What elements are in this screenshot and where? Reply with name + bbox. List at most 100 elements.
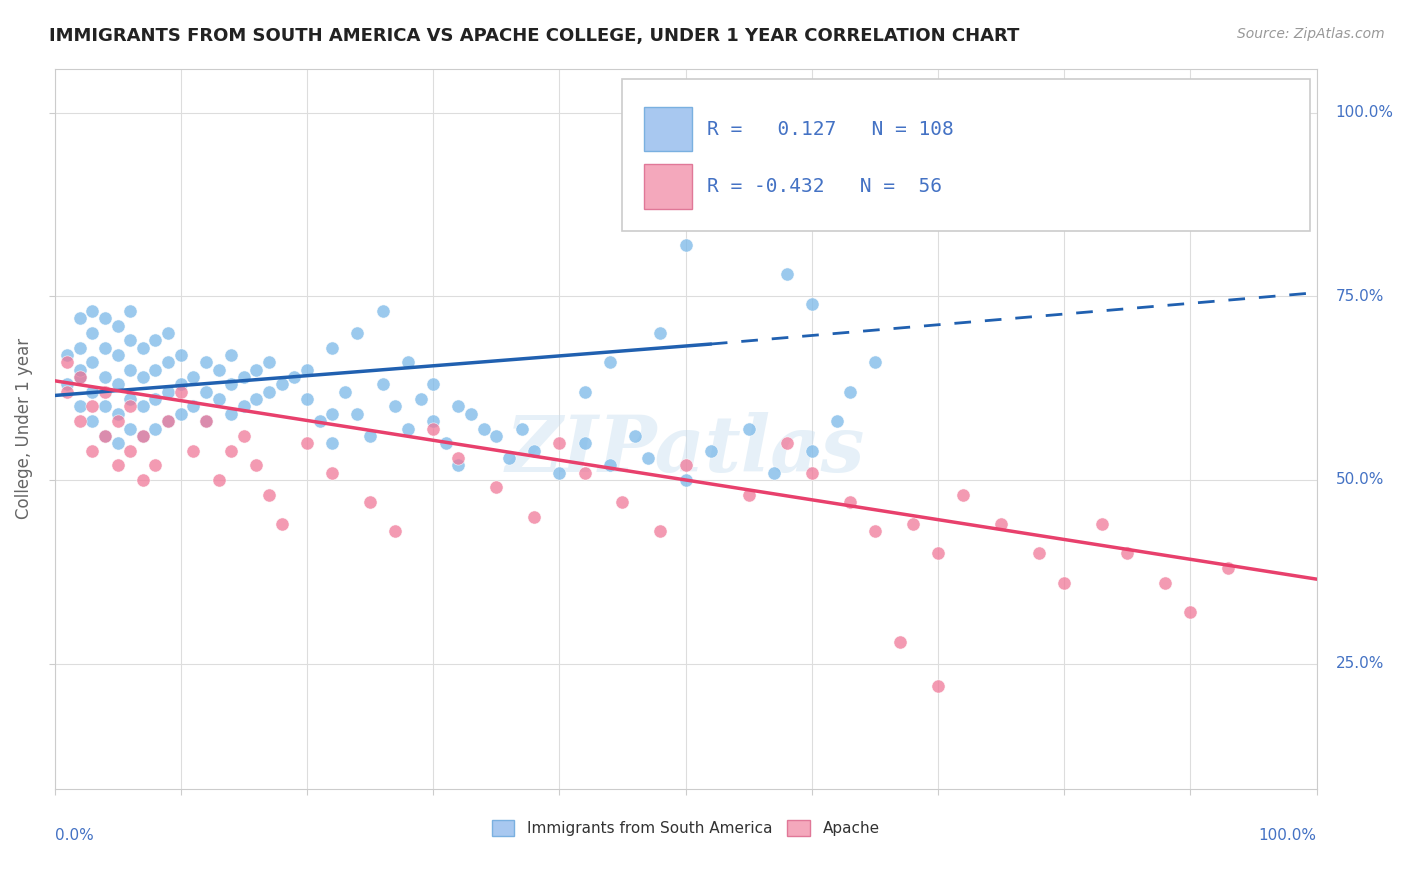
Point [219, 443, 242, 458]
Point [422, 414, 444, 428]
Point [107, 458, 129, 473]
Point [1116, 546, 1139, 560]
Point [485, 480, 508, 494]
Point [863, 355, 886, 369]
Point [120, 392, 142, 406]
Point [825, 414, 848, 428]
Point [69, 311, 91, 326]
Point [574, 384, 596, 399]
Point [321, 407, 343, 421]
Point [257, 355, 280, 369]
Text: 100.0%: 100.0% [1336, 105, 1393, 120]
Text: 75.0%: 75.0% [1336, 289, 1384, 304]
Point [333, 384, 356, 399]
Point [889, 634, 911, 648]
Point [800, 443, 823, 458]
Point [245, 363, 267, 377]
Point [460, 407, 482, 421]
Y-axis label: College, Under 1 year: College, Under 1 year [15, 338, 32, 519]
Point [120, 443, 142, 458]
Text: R =   0.127   N = 108: R = 0.127 N = 108 [707, 120, 953, 138]
Point [132, 370, 155, 384]
Point [195, 355, 218, 369]
Point [447, 400, 470, 414]
Point [599, 355, 621, 369]
Point [69, 370, 91, 384]
Text: ZIPatlas: ZIPatlas [506, 412, 865, 489]
Point [599, 458, 621, 473]
Point [170, 407, 193, 421]
Point [927, 679, 949, 693]
Point [219, 407, 242, 421]
Point [447, 458, 470, 473]
Point [384, 524, 406, 539]
Point [94, 429, 117, 443]
Point [170, 384, 193, 399]
Point [762, 466, 785, 480]
Point [548, 436, 571, 450]
Point [207, 363, 229, 377]
Point [94, 384, 117, 399]
Text: 25.0%: 25.0% [1336, 657, 1384, 671]
Point [94, 341, 117, 355]
Point [69, 370, 91, 384]
Point [157, 414, 180, 428]
Point [69, 400, 91, 414]
Point [371, 377, 394, 392]
Point [170, 348, 193, 362]
Point [183, 400, 205, 414]
Point [145, 334, 167, 348]
Point [308, 414, 330, 428]
Point [295, 392, 318, 406]
Point [359, 495, 381, 509]
Point [219, 377, 242, 392]
Point [157, 326, 180, 340]
Bar [644, 164, 692, 209]
Point [384, 400, 406, 414]
Point [120, 334, 142, 348]
Point [675, 473, 697, 487]
Point [120, 400, 142, 414]
Point [548, 466, 571, 480]
Point [195, 384, 218, 399]
Point [1218, 561, 1240, 575]
Point [650, 326, 672, 340]
Point [245, 458, 267, 473]
Point [447, 450, 470, 465]
Point [270, 377, 292, 392]
Point [838, 495, 860, 509]
Point [56, 355, 79, 369]
Point [283, 370, 305, 384]
Text: 0.0%: 0.0% [55, 828, 93, 843]
Point [346, 326, 368, 340]
Point [107, 407, 129, 421]
Point [82, 400, 104, 414]
Point [170, 377, 193, 392]
Point [207, 392, 229, 406]
Point [800, 466, 823, 480]
Point [94, 311, 117, 326]
Point [359, 429, 381, 443]
Point [675, 237, 697, 252]
Point [1180, 605, 1202, 619]
Point [132, 429, 155, 443]
Point [56, 348, 79, 362]
Point [82, 355, 104, 369]
Point [775, 436, 797, 450]
Point [69, 341, 91, 355]
Point [107, 414, 129, 428]
Point [371, 304, 394, 318]
Point [107, 377, 129, 392]
Text: Source: ZipAtlas.com: Source: ZipAtlas.com [1237, 27, 1385, 41]
Point [232, 429, 254, 443]
Point [1091, 516, 1114, 531]
Point [510, 421, 533, 435]
Point [409, 392, 432, 406]
Point [145, 421, 167, 435]
Point [56, 384, 79, 399]
Point [107, 348, 129, 362]
Point [700, 443, 723, 458]
Point [637, 450, 659, 465]
Point [523, 443, 546, 458]
Point [132, 341, 155, 355]
